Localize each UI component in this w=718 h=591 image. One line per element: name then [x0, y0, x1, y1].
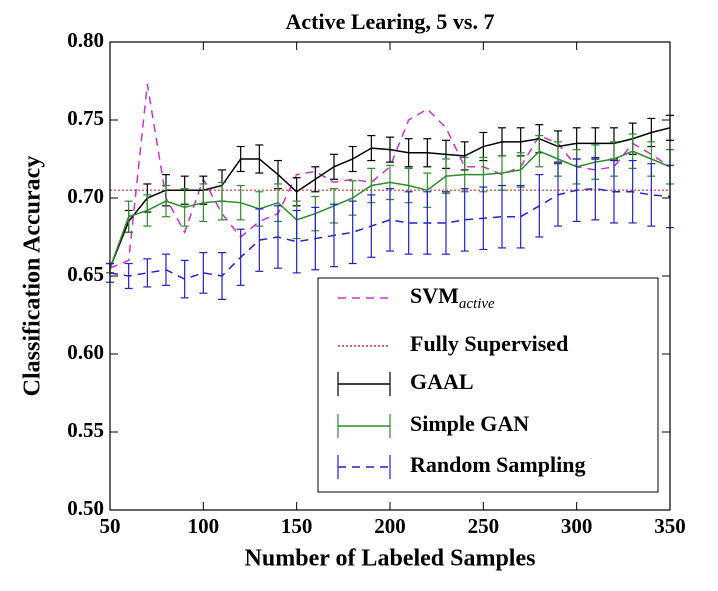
- x-tick-label: 300: [561, 514, 593, 538]
- legend-label-text: GAAL: [410, 369, 474, 394]
- x-tick-label: 50: [100, 514, 121, 538]
- x-tick-label: 200: [374, 514, 406, 538]
- legend-label: Simple GAN: [410, 411, 529, 436]
- y-tick-label: 0.70: [67, 184, 104, 208]
- legend-label-text: Random Sampling: [410, 452, 585, 477]
- x-tick-label: 350: [654, 514, 686, 538]
- y-tick-label: 0.75: [67, 106, 104, 130]
- series-line: [109, 187, 671, 280]
- error-bar: [386, 188, 394, 252]
- x-tick-label: 250: [468, 514, 500, 538]
- error-bar: [591, 156, 600, 221]
- error-bar: [498, 184, 506, 249]
- plot-frame: [109, 41, 671, 511]
- error-bar: [647, 163, 656, 227]
- error-bar: [460, 188, 469, 252]
- error-bar: [516, 184, 525, 249]
- legend-label-subscript: active: [459, 296, 495, 312]
- legend-label: Random Sampling: [410, 452, 585, 477]
- error-bar: [442, 191, 450, 255]
- legend-label-text: Fully Supervised: [410, 331, 568, 356]
- chart-title: Active Learing, 5 vs. 7: [286, 9, 495, 34]
- y-tick-label: 0.60: [67, 340, 104, 364]
- error-bar: [143, 258, 152, 288]
- y-tick-label: 0.55: [67, 418, 104, 442]
- y-tick-label: 0.65: [67, 262, 104, 286]
- error-bar: [348, 200, 357, 265]
- legend-label: Fully Supervised: [410, 331, 568, 356]
- error-bar: [292, 209, 301, 274]
- legend-label: GAAL: [410, 369, 474, 394]
- legend-label-text: SVM: [410, 283, 459, 308]
- x-axis-label: Number of Labeled Samples: [245, 546, 536, 572]
- y-tick-label: 0.50: [67, 496, 104, 520]
- legend-label: SVMactive: [410, 283, 495, 312]
- x-tick-label: 100: [188, 514, 220, 538]
- y-tick-label: 0.80: [67, 28, 104, 52]
- legend-label-text: Simple GAN: [410, 411, 529, 436]
- error-bar: [404, 191, 413, 255]
- legend-box: [317, 277, 659, 493]
- y-axis-label: Classification Accuracy: [20, 156, 46, 397]
- x-tick-label: 150: [281, 514, 313, 538]
- error-bar: [199, 252, 208, 294]
